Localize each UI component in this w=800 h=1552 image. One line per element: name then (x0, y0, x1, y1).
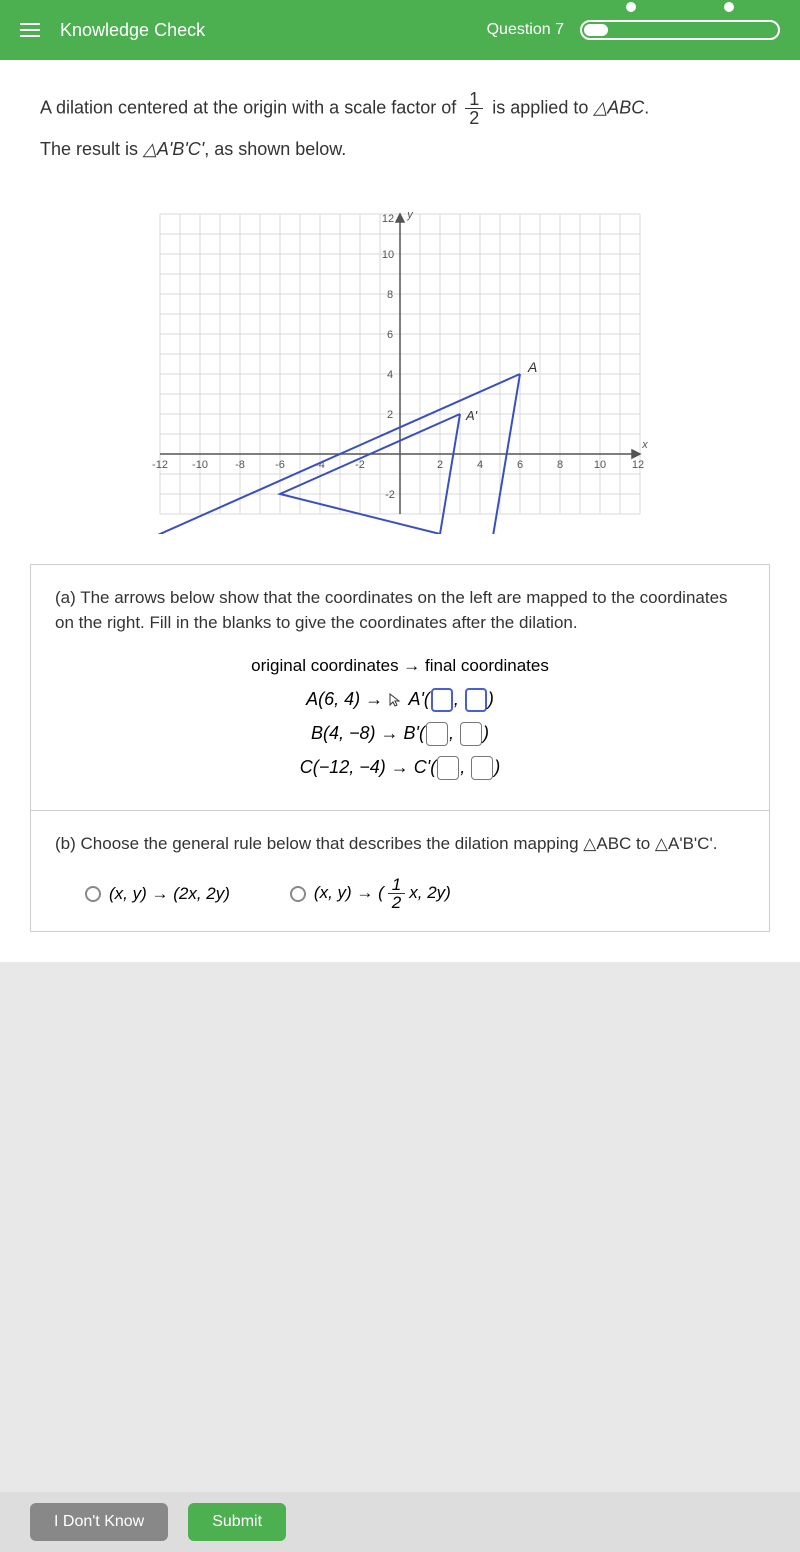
menu-icon[interactable] (20, 23, 40, 37)
period: . (644, 97, 649, 117)
question-number: Question 7 (487, 21, 564, 39)
header-left: Knowledge Check (20, 20, 205, 41)
svg-text:12: 12 (382, 213, 394, 225)
opt2-fraction: 12 (388, 876, 405, 911)
cursor-icon (388, 692, 404, 708)
svg-text:-10: -10 (192, 459, 208, 471)
page-title: Knowledge Check (60, 20, 205, 41)
progress-fill (584, 24, 608, 36)
part-b-text: (b) Choose the general rule below that d… (55, 831, 745, 857)
svg-text:A': A' (465, 408, 478, 423)
svg-text:A: A (527, 359, 537, 375)
part-a-text: (a) The arrows below show that the coord… (55, 585, 745, 636)
coord-a-orig: A(6, 4) (306, 689, 360, 709)
blank-a-y[interactable] (465, 688, 487, 712)
part-b-label: (b) (55, 834, 76, 853)
svg-text:10: 10 (594, 459, 606, 471)
radio-icon (290, 886, 306, 902)
text-prefix: A dilation centered at the origin with a… (40, 97, 461, 117)
content-area: A dilation centered at the origin with a… (0, 60, 800, 962)
options-row: (x, y) → (2x, 2y) (x, y) → (12x, 2y) (55, 876, 745, 911)
coord-header: original coordinates → final coordinates (55, 656, 745, 676)
svg-text:-8: -8 (235, 459, 245, 471)
svg-text:10: 10 (382, 249, 394, 261)
fraction-denominator: 2 (465, 109, 483, 127)
option-2-text: (x, y) → (12x, 2y) (314, 876, 451, 911)
bottom-bar: I Don't Know Submit (0, 1492, 800, 1552)
option-1-text: (x, y) → (2x, 2y) (109, 884, 230, 904)
header-right: Question 7 (487, 20, 780, 40)
coord-b-orig: B(4, −8) (311, 723, 376, 743)
coord-row-c: C(−12, −4) → C'(, ) (55, 756, 745, 780)
svg-text:4: 4 (387, 369, 393, 381)
option-2[interactable]: (x, y) → (12x, 2y) (290, 876, 451, 911)
opt2-num: 1 (388, 876, 405, 894)
fraction-numerator: 1 (465, 90, 483, 109)
opt2-den: 2 (388, 894, 405, 911)
header-bar: Knowledge Check Question 7 (0, 0, 800, 60)
blank-b-y[interactable] (460, 722, 482, 746)
dont-know-button[interactable]: I Don't Know (30, 1503, 168, 1541)
coord-a-map: A' (408, 689, 423, 709)
svg-text:-6: -6 (275, 459, 285, 471)
submit-button[interactable]: Submit (188, 1503, 286, 1541)
svg-text:8: 8 (557, 459, 563, 471)
problem-statement-line1: A dilation centered at the origin with a… (40, 90, 760, 127)
svg-text:6: 6 (517, 459, 523, 471)
progress-dots (582, 2, 778, 12)
blank-b-x[interactable] (426, 722, 448, 746)
svg-text:4: 4 (477, 459, 483, 471)
svg-text:-2: -2 (385, 489, 395, 501)
opt2-prefix: (x, y) → (314, 883, 378, 902)
progress-bar (580, 20, 780, 40)
result-prefix: The result is (40, 139, 143, 159)
svg-text:2: 2 (387, 409, 393, 421)
coordinate-graph: -12-10-8-6-4-2 24681012 -224681012 xy A … (150, 204, 650, 534)
coord-c-map: C' (414, 757, 430, 777)
part-b: (b) Choose the general rule below that d… (31, 811, 769, 932)
svg-text:2: 2 (437, 459, 443, 471)
triangle-abc-prime: △A'B'C' (143, 139, 204, 159)
graph-container: -12-10-8-6-4-2 24681012 -224681012 xy A … (40, 204, 760, 534)
svg-text:8: 8 (387, 289, 393, 301)
part-a: (a) The arrows below show that the coord… (31, 565, 769, 811)
blank-a-x[interactable] (431, 688, 453, 712)
parts-container: (a) The arrows below show that the coord… (30, 564, 770, 933)
blank-c-y[interactable] (471, 756, 493, 780)
coord-b-map: B' (404, 723, 419, 743)
coord-row-b: B(4, −8) → B'(, ) (55, 722, 745, 746)
result-suffix: , as shown below. (204, 139, 346, 159)
triangle-abc: △ABC (593, 97, 644, 117)
svg-text:-12: -12 (152, 459, 168, 471)
part-a-label: (a) (55, 588, 76, 607)
problem-statement-line2: The result is △A'B'C', as shown below. (40, 135, 760, 164)
part-b-instructions: Choose the general rule below that descr… (81, 834, 718, 853)
svg-text:6: 6 (387, 329, 393, 341)
coord-row-a: A(6, 4) → A'(, ) (55, 688, 745, 712)
svg-text:x: x (641, 439, 648, 451)
radio-icon (85, 886, 101, 902)
scale-factor-fraction: 1 2 (465, 90, 483, 127)
svg-text:y: y (406, 209, 414, 221)
part-a-instructions: The arrows below show that the coordinat… (55, 588, 728, 633)
option-1[interactable]: (x, y) → (2x, 2y) (85, 876, 230, 911)
svg-text:12: 12 (632, 459, 644, 471)
coord-c-orig: C(−12, −4) (300, 757, 386, 777)
text-suffix: is applied to (492, 97, 593, 117)
blank-c-x[interactable] (437, 756, 459, 780)
opt2-mid: x, 2y (409, 883, 445, 902)
